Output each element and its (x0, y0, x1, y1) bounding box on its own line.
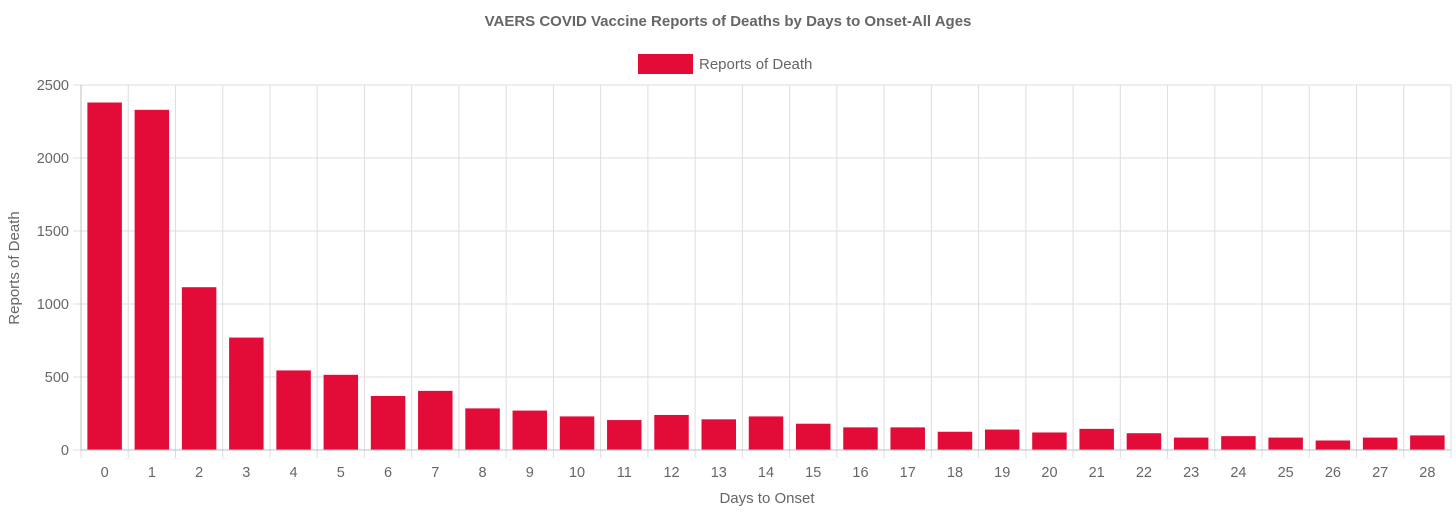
bar-day-14[interactable] (748, 416, 784, 450)
x-tick-label: 27 (1372, 465, 1388, 481)
x-tick-label: 20 (1041, 465, 1057, 481)
x-tick-label: 4 (290, 465, 298, 481)
bar-day-1[interactable] (134, 109, 170, 450)
bar-day-3[interactable] (229, 337, 264, 450)
bar-day-4[interactable] (276, 370, 311, 450)
legend[interactable]: Reports of Death (638, 54, 812, 74)
bar-day-21[interactable] (1079, 428, 1114, 450)
legend-label[interactable]: Reports of Death (699, 56, 812, 73)
y-tick-label: 0 (61, 443, 69, 459)
y-axis-title: Reports of Death (6, 211, 23, 324)
x-tick-label: 18 (947, 465, 963, 481)
x-tick-label: 10 (569, 465, 585, 481)
x-tick-label: 22 (1136, 465, 1152, 481)
bar-day-13[interactable] (701, 419, 737, 450)
x-tick-label: 1 (148, 465, 156, 481)
bar-day-11[interactable] (607, 420, 642, 450)
bar-day-22[interactable] (1126, 433, 1162, 450)
bar-day-6[interactable] (370, 395, 406, 450)
legend-swatch[interactable] (638, 54, 693, 74)
x-axis-title: Days to Onset (719, 490, 815, 507)
bar-day-7[interactable] (418, 390, 453, 450)
y-tick-label: 2000 (37, 151, 69, 167)
x-tick-label: 23 (1183, 465, 1199, 481)
bar-day-27[interactable] (1362, 437, 1398, 450)
bar-day-26[interactable] (1315, 440, 1351, 450)
bar-day-0[interactable] (87, 102, 122, 451)
chart-title: VAERS COVID Vaccine Reports of Deaths by… (485, 13, 972, 30)
x-tick-label: 7 (431, 465, 439, 481)
x-tick-label: 25 (1278, 465, 1294, 481)
grid (73, 84, 1452, 458)
y-tick-label: 500 (45, 370, 69, 386)
x-tick-label: 26 (1325, 465, 1341, 481)
bar-day-24[interactable] (1221, 436, 1256, 450)
axes (80, 85, 1451, 451)
bar-day-8[interactable] (465, 408, 500, 450)
bars (87, 102, 1445, 451)
bar-day-9[interactable] (512, 410, 548, 450)
x-tick-label: 9 (526, 465, 534, 481)
x-tick-label: 0 (101, 465, 109, 481)
bar-day-10[interactable] (559, 416, 595, 450)
bar-day-25[interactable] (1268, 437, 1303, 450)
x-tick-label: 17 (900, 465, 916, 481)
x-tick-label: 12 (663, 465, 679, 481)
x-tick-label: 13 (711, 465, 727, 481)
x-tick-label: 6 (384, 465, 392, 481)
bar-day-20[interactable] (1032, 432, 1067, 450)
x-tick-label: 8 (479, 465, 487, 481)
x-tick-label: 14 (758, 465, 774, 481)
bar-day-15[interactable] (795, 423, 831, 450)
x-tick-label: 21 (1089, 465, 1105, 481)
x-tick-label: 11 (617, 465, 632, 481)
y-tick-label: 2500 (37, 78, 69, 94)
bar-day-16[interactable] (843, 427, 878, 450)
x-tick-label: 15 (805, 465, 821, 481)
bar-day-23[interactable] (1173, 437, 1209, 450)
x-tick-label: 28 (1419, 465, 1435, 481)
y-tick-label: 1000 (37, 297, 69, 313)
bar-day-5[interactable] (323, 374, 359, 450)
y-tick-label: 1500 (37, 224, 69, 240)
bar-day-28[interactable] (1410, 435, 1445, 450)
x-tick-label: 16 (852, 465, 868, 481)
bar-day-19[interactable] (984, 429, 1020, 450)
bar-day-17[interactable] (890, 427, 925, 450)
bar-day-18[interactable] (937, 431, 973, 450)
x-tick-label: 24 (1230, 465, 1246, 481)
x-tick-label: 2 (195, 465, 203, 481)
bar-day-2[interactable] (181, 287, 217, 450)
bar-day-12[interactable] (654, 414, 689, 450)
x-tick-label: 3 (242, 465, 250, 481)
x-tick-label: 5 (337, 465, 345, 481)
x-tick-label: 19 (994, 465, 1010, 481)
